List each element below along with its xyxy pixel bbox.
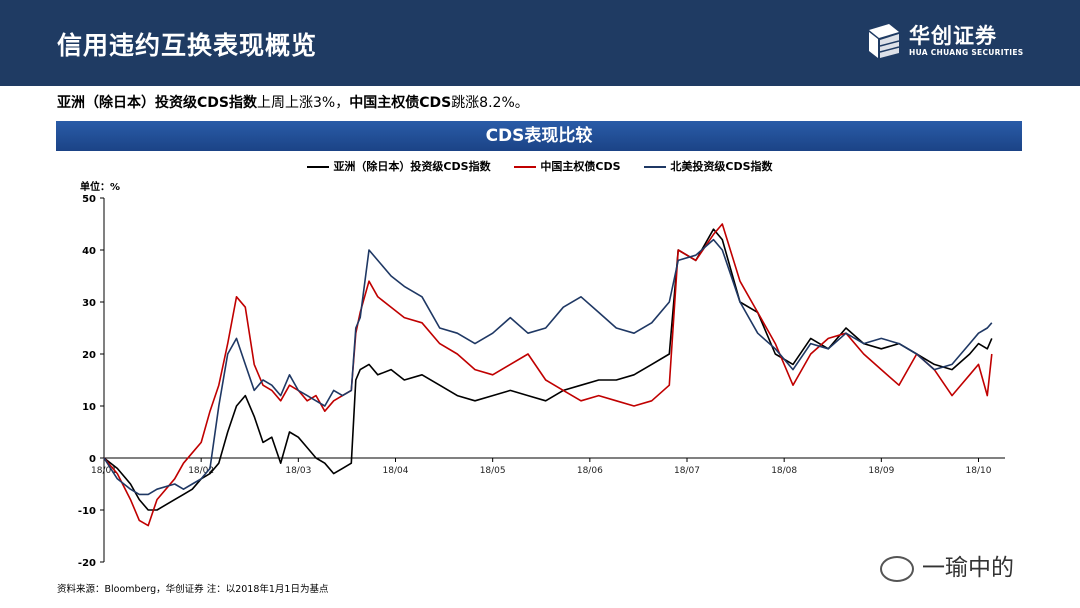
unit-label: 单位：% bbox=[80, 182, 121, 193]
x-tick-label: 18/10 bbox=[966, 466, 992, 476]
x-tick-label: 18/01 bbox=[91, 466, 117, 476]
summary-text: 亚洲（除日本）投资级CDS指数上周上涨3%，中国主权债CDS跳涨8.2%。 bbox=[57, 92, 529, 112]
x-tick-label: 18/02 bbox=[188, 466, 214, 476]
chart-legend: 亚洲（除日本）投资级CDS指数 中国主权债CDS 北美投资级CDS指数 bbox=[0, 158, 1080, 174]
brand-cube-icon bbox=[869, 24, 900, 58]
legend-swatch-asia bbox=[307, 166, 330, 168]
x-tick-label: 18/08 bbox=[771, 466, 797, 476]
x-tick-label: 18/09 bbox=[868, 466, 894, 476]
watermark-text: 一瑜中的 bbox=[922, 555, 1014, 581]
chart-banner: CDS表现比较 bbox=[56, 121, 1022, 151]
x-tick-label: 18/03 bbox=[285, 466, 311, 476]
legend-label-asia: 亚洲（除日本）投资级CDS指数 bbox=[333, 160, 491, 173]
y-tick-label: 40 bbox=[82, 246, 96, 257]
y-tick-label: 0 bbox=[89, 454, 96, 465]
legend-swatch-na bbox=[644, 166, 667, 168]
summary-bold-3: 中国主权债CDS bbox=[349, 95, 452, 111]
x-tick-label: 18/06 bbox=[577, 466, 603, 476]
source-note: 资料来源：Bloomberg，华创证券 注：以2018年1月1日为基点 bbox=[57, 584, 329, 595]
x-tick-label: 18/07 bbox=[674, 466, 700, 476]
y-tick-label: 30 bbox=[82, 298, 96, 309]
legend-swatch-china bbox=[514, 166, 537, 168]
summary-text-4: 跳涨8.2%。 bbox=[451, 95, 529, 111]
header-bar: 信用违约互换表现概览 华创证券 HUA CHUANG SECURITIES bbox=[0, 0, 1080, 86]
brand-name-cn: 华创证券 bbox=[909, 24, 997, 48]
summary-text-2: 上周上涨3%， bbox=[256, 95, 350, 111]
brand-name-en: HUA CHUANG SECURITIES bbox=[909, 48, 1024, 57]
series-line-na bbox=[103, 238, 993, 496]
x-tick-label: 18/04 bbox=[383, 466, 409, 476]
legend-item-china: 中国主权债CDS bbox=[514, 158, 621, 174]
y-tick-label: -10 bbox=[78, 506, 96, 517]
wechat-icon bbox=[880, 555, 914, 582]
legend-label-na: 北美投资级CDS指数 bbox=[670, 160, 773, 173]
legend-item-na: 北美投资级CDS指数 bbox=[644, 158, 773, 174]
y-tick-label: 20 bbox=[82, 350, 96, 361]
series-line-china bbox=[103, 223, 993, 527]
summary-bold-1: 亚洲（除日本）投资级CDS指数 bbox=[57, 95, 257, 111]
y-tick-label: -20 bbox=[78, 558, 96, 569]
brand-logo: 华创证券 HUA CHUANG SECURITIES bbox=[865, 18, 1035, 66]
page-title: 信用违约互换表现概览 bbox=[57, 31, 318, 60]
series-line-asia bbox=[103, 228, 993, 511]
watermark: 一瑜中的 bbox=[880, 548, 1014, 582]
y-tick-label: 50 bbox=[82, 194, 96, 205]
legend-item-asia: 亚洲（除日本）投资级CDS指数 bbox=[307, 158, 491, 174]
y-tick-label: 10 bbox=[82, 402, 96, 413]
x-tick-label: 18/05 bbox=[480, 466, 506, 476]
legend-label-china: 中国主权债CDS bbox=[540, 160, 621, 173]
